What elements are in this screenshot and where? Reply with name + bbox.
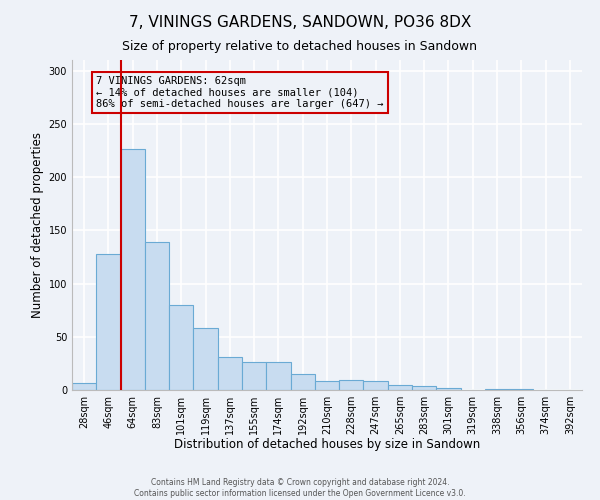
Bar	[412, 386, 436, 390]
Bar	[242, 362, 266, 390]
Bar	[193, 328, 218, 390]
Bar	[121, 150, 145, 390]
Bar	[364, 382, 388, 390]
Text: 7, VININGS GARDENS, SANDOWN, PO36 8DX: 7, VININGS GARDENS, SANDOWN, PO36 8DX	[129, 15, 471, 30]
Text: Size of property relative to detached houses in Sandown: Size of property relative to detached ho…	[122, 40, 478, 53]
Bar	[436, 388, 461, 390]
Bar	[388, 384, 412, 390]
Y-axis label: Number of detached properties: Number of detached properties	[31, 132, 44, 318]
X-axis label: Distribution of detached houses by size in Sandown: Distribution of detached houses by size …	[174, 438, 480, 452]
Bar	[315, 382, 339, 390]
Bar	[266, 362, 290, 390]
Bar	[339, 380, 364, 390]
Bar	[509, 389, 533, 390]
Bar	[169, 305, 193, 390]
Bar	[72, 382, 96, 390]
Text: 7 VININGS GARDENS: 62sqm
← 14% of detached houses are smaller (104)
86% of semi-: 7 VININGS GARDENS: 62sqm ← 14% of detach…	[96, 76, 384, 109]
Bar	[485, 389, 509, 390]
Bar	[218, 357, 242, 390]
Bar	[96, 254, 121, 390]
Bar	[290, 374, 315, 390]
Text: Contains HM Land Registry data © Crown copyright and database right 2024.
Contai: Contains HM Land Registry data © Crown c…	[134, 478, 466, 498]
Bar	[145, 242, 169, 390]
